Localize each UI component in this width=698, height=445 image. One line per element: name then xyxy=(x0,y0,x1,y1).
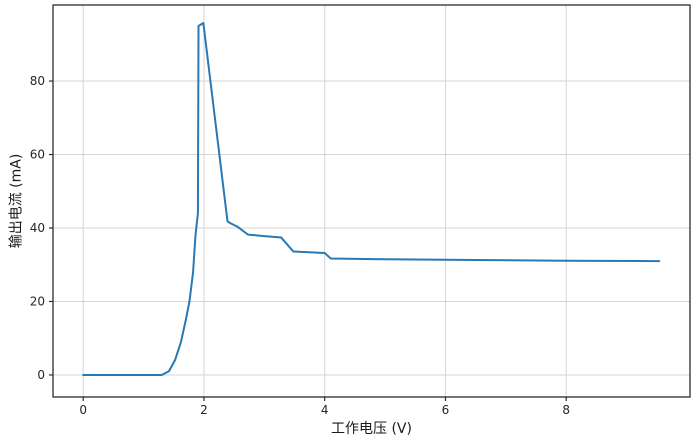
x-axis-label: 工作电压 (V) xyxy=(331,421,412,437)
y-tick-label: 0 xyxy=(37,368,45,382)
x-tick-label: 6 xyxy=(442,403,450,417)
data-line xyxy=(82,22,661,376)
y-tick-label: 40 xyxy=(30,221,45,235)
x-tick-label: 0 xyxy=(79,403,87,417)
y-tick-label: 60 xyxy=(30,148,45,162)
x-tick-label: 8 xyxy=(562,403,570,417)
x-tick-label: 4 xyxy=(321,403,329,417)
y-tick-label: 20 xyxy=(30,294,45,308)
y-axis-label: 输出电流 (mA) xyxy=(0,0,30,402)
y-tick-label: 80 xyxy=(30,74,45,88)
y-axis-label-text: 输出电流 (mA) xyxy=(8,153,24,249)
plot-area xyxy=(53,5,690,397)
x-tick-label: 2 xyxy=(200,403,208,417)
axes-frame xyxy=(52,4,691,398)
